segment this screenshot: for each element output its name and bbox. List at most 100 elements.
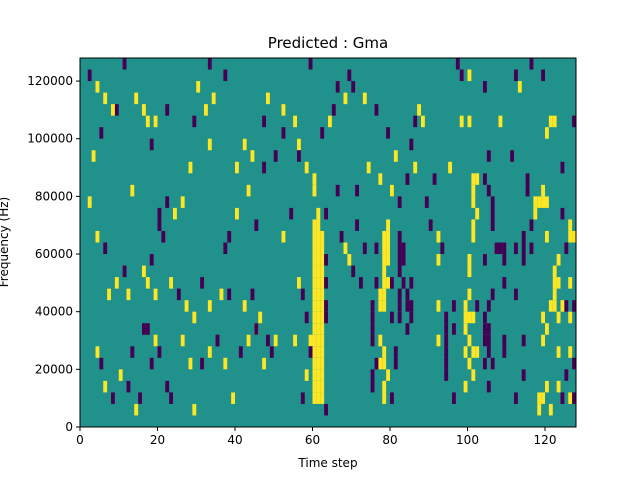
heatmap-cell [502, 346, 507, 358]
heatmap-cell [293, 115, 297, 128]
x-tick-label: 0 [76, 433, 84, 447]
heatmap-cell [541, 311, 545, 324]
heatmap-cell [312, 380, 317, 393]
y-tick-label: 0 [65, 420, 73, 434]
heatmap-cell [502, 277, 507, 289]
heatmap-cell [122, 265, 127, 278]
heatmap-cell [514, 392, 518, 404]
heatmap-cell [246, 334, 251, 347]
y-tick-label: 60000 [35, 247, 73, 261]
heatmap-cell [382, 230, 387, 243]
heatmap-cell [312, 173, 317, 185]
heatmap-cell [390, 277, 394, 289]
heatmap-cell [382, 346, 387, 358]
heatmap-cell [262, 115, 266, 128]
heatmap-cell [572, 392, 576, 404]
heatmap-cell [502, 334, 507, 347]
heatmap-cell [304, 161, 309, 174]
heatmap-cell [378, 173, 383, 185]
heatmap-cell [308, 58, 313, 70]
heatmap-cell [374, 277, 379, 289]
heatmap-cell [467, 265, 472, 278]
heatmap-cell [207, 300, 212, 312]
y-tick-label: 80000 [35, 189, 73, 203]
heatmap-cell [378, 334, 383, 347]
heatmap-cell [490, 357, 495, 370]
heatmap-cell [436, 230, 441, 243]
heatmap-cell [545, 127, 549, 139]
heatmap-cell [463, 311, 468, 324]
heatmap-cell [521, 369, 526, 381]
heatmap-cell [312, 265, 317, 278]
heatmap-cell [254, 323, 259, 335]
heatmap-cell [266, 334, 270, 347]
heatmap-cell [463, 323, 468, 335]
heatmap-cell [424, 196, 429, 208]
heatmap-cell [238, 346, 243, 358]
heatmap-cell [134, 403, 139, 416]
heatmap-cell [537, 403, 542, 416]
heatmap-cell [545, 196, 549, 208]
heatmap-cell [355, 184, 359, 197]
heatmap-cell [556, 380, 561, 393]
heatmap-cell [386, 254, 390, 266]
heatmap-cell [556, 346, 561, 358]
heatmap-cell [324, 207, 328, 220]
heatmap-cell [188, 161, 193, 174]
heatmap-cell [320, 323, 325, 335]
heatmap-cell [316, 323, 321, 335]
heatmap-cell [273, 334, 278, 347]
heatmap-cell [572, 230, 576, 243]
heatmap-cell [382, 265, 387, 278]
heatmap-cell [568, 392, 573, 404]
heatmap-cell [351, 81, 356, 93]
heatmap-cell [537, 392, 542, 404]
heatmap-cell [397, 230, 402, 243]
heatmap-cell [490, 207, 495, 220]
heatmap-cell [207, 346, 212, 358]
y-tick-label: 40000 [35, 305, 73, 319]
heatmap-cell [545, 380, 549, 393]
heatmap-cell [316, 207, 321, 220]
heatmap-cell [320, 288, 325, 301]
heatmap-cell [401, 242, 406, 255]
heatmap-cell [149, 357, 154, 370]
heatmap-cell [382, 392, 387, 404]
heatmap-cell [192, 403, 197, 416]
heatmap-cell [308, 334, 313, 347]
heatmap-cell [161, 230, 166, 243]
heatmap-cell [486, 150, 491, 162]
heatmap-cell [87, 69, 92, 82]
heatmap-cell [483, 323, 487, 335]
heatmap-cell [386, 277, 390, 289]
heatmap-cell [413, 161, 418, 174]
heatmap-cell [320, 265, 325, 278]
heatmap-cell [378, 300, 383, 312]
y-tick-label: 120000 [27, 74, 73, 88]
heatmap-cell [312, 334, 317, 347]
heatmap-cell [262, 357, 266, 370]
heatmap-cell [91, 150, 96, 162]
heatmap-cell [397, 242, 402, 255]
heatmap-cell [273, 150, 278, 162]
heatmap-cell [196, 81, 201, 93]
heatmap-cell [95, 230, 100, 243]
heatmap-cell [525, 184, 530, 197]
heatmap-cell [312, 323, 317, 335]
heatmap-cell [459, 69, 464, 82]
heatmap-cell [320, 392, 325, 404]
heatmap-cell [111, 392, 115, 404]
heatmap-cell [533, 196, 538, 208]
heatmap-cell [242, 300, 247, 312]
x-tick-label: 20 [150, 433, 165, 447]
heatmap-cell [432, 173, 437, 185]
heatmap-cell [312, 311, 317, 324]
heatmap-cell [471, 173, 476, 185]
heatmap-cell [312, 357, 317, 370]
heatmap-cell [316, 357, 321, 370]
heatmap-cell [320, 357, 325, 370]
heatmap-cell [207, 138, 212, 151]
heatmap-cell [564, 369, 569, 381]
heatmap-cell [455, 58, 460, 70]
heatmap-cell [99, 357, 104, 370]
